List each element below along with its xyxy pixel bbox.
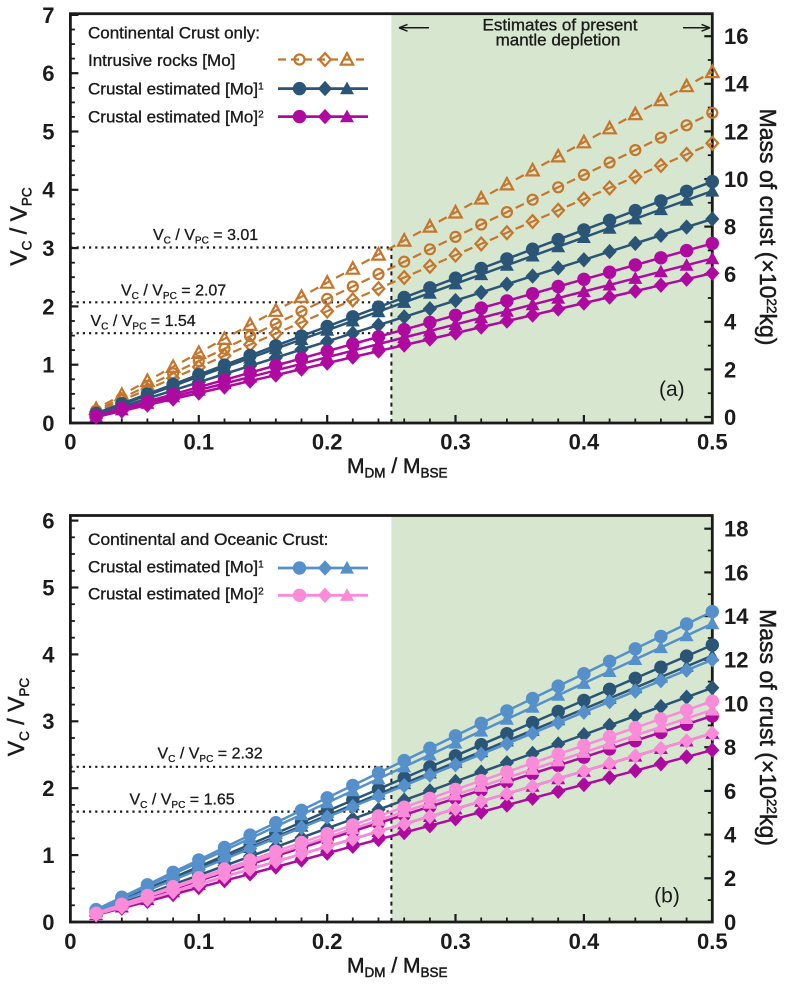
svg-text:Mass of crust (×1022kg): Mass of crust (×1022kg)	[755, 109, 781, 346]
svg-text:6: 6	[42, 61, 54, 86]
svg-text:0.1: 0.1	[184, 929, 215, 954]
svg-text:0: 0	[724, 910, 736, 935]
svg-text:0.5: 0.5	[697, 929, 728, 954]
svg-text:0.4: 0.4	[569, 429, 600, 454]
svg-text:Mass of crust (×1022kg): Mass of crust (×1022kg)	[755, 609, 781, 846]
svg-text:0.5: 0.5	[697, 429, 728, 454]
svg-text:3: 3	[42, 236, 54, 261]
svg-text:0.3: 0.3	[440, 429, 471, 454]
svg-text:0.2: 0.2	[312, 929, 343, 954]
svg-text:0.1: 0.1	[184, 429, 215, 454]
svg-text:4: 4	[42, 642, 55, 667]
svg-text:2: 2	[724, 866, 736, 891]
svg-text:6: 6	[42, 509, 54, 534]
svg-text:Continental Crust only:: Continental Crust only:	[88, 23, 260, 42]
svg-text:10: 10	[724, 167, 748, 192]
svg-text:6: 6	[724, 262, 736, 287]
svg-text:5: 5	[42, 575, 54, 600]
svg-text:0: 0	[724, 405, 736, 430]
svg-text:2: 2	[42, 294, 54, 319]
svg-text:1: 1	[42, 843, 54, 868]
svg-text:0: 0	[64, 929, 76, 954]
svg-text:6: 6	[724, 779, 736, 804]
svg-text:8: 8	[724, 215, 736, 240]
svg-text:8: 8	[724, 735, 736, 760]
svg-text:Intrusive rocks [Mo]: Intrusive rocks [Mo]	[88, 51, 235, 70]
svg-text:(b): (b)	[654, 885, 680, 908]
svg-text:16: 16	[724, 24, 748, 49]
svg-text:2: 2	[724, 357, 736, 382]
svg-text:0: 0	[42, 910, 54, 935]
svg-text:4: 4	[724, 823, 737, 848]
svg-text:1: 1	[42, 353, 54, 378]
svg-text:mantle depletion: mantle depletion	[496, 30, 621, 49]
svg-text:VC / VPC = 2.32: VC / VPC = 2.32	[158, 746, 263, 766]
svg-text:Crustal estimated [Mo]1: Crustal estimated [Mo]1	[88, 558, 264, 577]
svg-text:2: 2	[42, 776, 54, 801]
svg-text:Crustal estimated [Mo]1: Crustal estimated [Mo]1	[88, 80, 264, 99]
svg-text:0.3: 0.3	[440, 929, 471, 954]
svg-text:MDM / MBSE: MDM / MBSE	[347, 455, 448, 481]
svg-text:Crustal estimated [Mo]2: Crustal estimated [Mo]2	[88, 584, 264, 603]
svg-text:12: 12	[724, 648, 748, 673]
svg-text:Crustal estimated [Mo]2: Crustal estimated [Mo]2	[88, 108, 264, 127]
svg-text:Estimates of present: Estimates of present	[483, 16, 638, 35]
svg-text:(a): (a)	[659, 378, 685, 401]
svg-text:16: 16	[724, 560, 748, 585]
svg-text:0: 0	[64, 429, 76, 454]
svg-text:4: 4	[42, 178, 55, 203]
svg-text:VC / VPC = 3.01: VC / VPC = 3.01	[153, 227, 258, 247]
svg-text:10: 10	[724, 691, 748, 716]
svg-text:7: 7	[42, 3, 54, 28]
svg-text:VC / VPC: VC / VPC	[3, 678, 32, 757]
svg-text:14: 14	[724, 604, 749, 629]
svg-text:14: 14	[724, 72, 749, 97]
svg-text:12: 12	[724, 119, 748, 144]
svg-text:0.4: 0.4	[569, 929, 600, 954]
svg-text:18: 18	[724, 517, 748, 542]
svg-text:Continental and Oceanic Crust:: Continental and Oceanic Crust:	[88, 530, 329, 549]
svg-text:3: 3	[42, 709, 54, 734]
svg-text:MDM / MBSE: MDM / MBSE	[347, 955, 448, 981]
svg-text:4: 4	[724, 310, 737, 335]
svg-text:5: 5	[42, 119, 54, 144]
svg-text:VC / VPC = 1.65: VC / VPC = 1.65	[130, 792, 235, 812]
svg-text:VC / VPC = 1.54: VC / VPC = 1.54	[91, 313, 196, 333]
svg-text:0.2: 0.2	[312, 429, 343, 454]
svg-text:VC / VPC = 2.07: VC / VPC = 2.07	[121, 283, 226, 303]
svg-text:VC / VPC: VC / VPC	[6, 187, 35, 266]
svg-text:0: 0	[42, 411, 54, 436]
